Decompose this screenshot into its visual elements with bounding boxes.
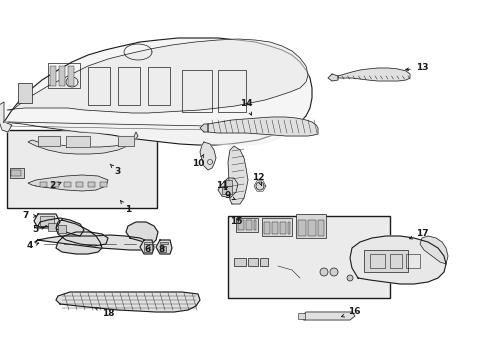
Polygon shape [218, 178, 238, 198]
Bar [227, 216, 389, 298]
Bar [50, 66, 56, 86]
Polygon shape [7, 39, 307, 113]
Polygon shape [302, 312, 354, 320]
Text: 12: 12 [251, 174, 264, 185]
Polygon shape [337, 68, 409, 81]
Bar [148, 67, 170, 105]
Text: 17: 17 [409, 230, 427, 239]
Bar [389, 254, 401, 268]
Polygon shape [38, 136, 60, 146]
Polygon shape [327, 74, 337, 81]
Text: 3: 3 [110, 164, 121, 176]
Bar [48, 63, 80, 88]
Polygon shape [38, 218, 84, 236]
Bar [58, 225, 66, 233]
Bar [280, 222, 285, 234]
Bar [222, 186, 231, 194]
Bar [100, 182, 107, 187]
Polygon shape [4, 122, 282, 145]
Bar [88, 67, 110, 105]
Circle shape [329, 268, 337, 276]
Polygon shape [4, 38, 311, 145]
Polygon shape [28, 132, 138, 154]
Bar [264, 222, 269, 234]
Bar [182, 70, 212, 112]
Text: 16: 16 [341, 307, 360, 317]
Bar [260, 258, 267, 266]
Polygon shape [118, 136, 134, 146]
Bar [64, 182, 71, 187]
Bar [10, 168, 24, 178]
Polygon shape [207, 117, 317, 136]
Bar [238, 220, 244, 230]
Bar [405, 254, 419, 268]
Text: 7: 7 [23, 211, 36, 220]
Bar [7, 130, 157, 208]
Bar [118, 67, 140, 105]
Bar [317, 220, 324, 236]
Bar [160, 246, 165, 252]
Text: 5: 5 [32, 225, 44, 234]
Bar [11, 170, 21, 176]
Circle shape [319, 268, 327, 276]
Text: 9: 9 [224, 192, 235, 201]
Bar [253, 220, 256, 230]
Bar [245, 220, 251, 230]
Bar [236, 218, 258, 232]
Bar [297, 220, 305, 236]
Text: 8: 8 [159, 246, 165, 255]
Bar [18, 83, 32, 103]
Text: 1: 1 [120, 201, 131, 215]
Polygon shape [35, 235, 154, 250]
Circle shape [346, 275, 352, 281]
Bar [247, 258, 258, 266]
Polygon shape [349, 236, 445, 284]
Text: 14: 14 [239, 99, 252, 115]
Bar [224, 180, 231, 186]
Polygon shape [56, 220, 108, 254]
Bar [59, 66, 65, 86]
Polygon shape [200, 142, 216, 170]
Polygon shape [56, 292, 200, 312]
Bar [295, 214, 325, 238]
Text: 18: 18 [95, 308, 114, 319]
Polygon shape [140, 240, 154, 254]
Polygon shape [256, 182, 264, 190]
Bar [40, 182, 47, 187]
Bar [363, 250, 407, 272]
Polygon shape [66, 136, 90, 147]
Bar [143, 244, 152, 252]
Polygon shape [0, 102, 12, 132]
Bar [76, 182, 83, 187]
Bar [52, 182, 59, 187]
Polygon shape [200, 124, 207, 132]
Bar [307, 220, 315, 236]
Polygon shape [28, 175, 108, 191]
Bar [88, 182, 95, 187]
Text: 15: 15 [229, 217, 242, 226]
Text: 4: 4 [27, 242, 39, 251]
Text: 2: 2 [49, 181, 61, 190]
Text: 6: 6 [144, 246, 151, 255]
Bar [271, 222, 278, 234]
Text: 10: 10 [191, 154, 204, 168]
Bar [68, 66, 74, 86]
Bar [143, 242, 152, 244]
Text: 13: 13 [405, 63, 427, 72]
Bar [218, 70, 245, 112]
Text: 11: 11 [215, 181, 228, 190]
Bar [369, 254, 384, 268]
Polygon shape [156, 240, 172, 254]
Polygon shape [419, 236, 447, 264]
Bar [262, 218, 291, 236]
Polygon shape [227, 146, 247, 204]
Bar [297, 313, 305, 319]
Polygon shape [34, 214, 60, 228]
Bar [234, 258, 245, 266]
Bar [40, 216, 54, 226]
Bar [287, 222, 289, 234]
Bar [160, 242, 168, 244]
Polygon shape [126, 222, 158, 244]
Bar [48, 223, 56, 231]
